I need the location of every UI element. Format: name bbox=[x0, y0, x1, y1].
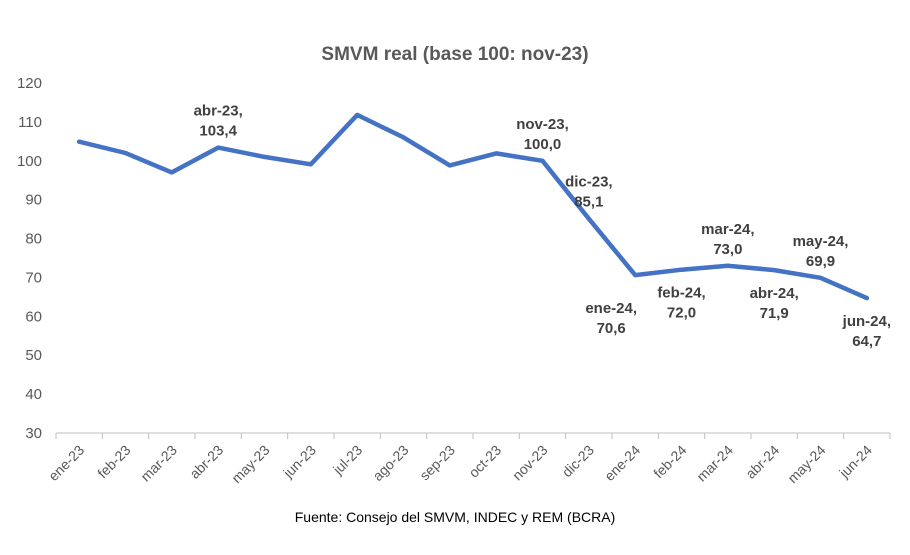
x-tick-label: may-23 bbox=[228, 442, 272, 486]
data-label-category: feb-24, bbox=[657, 285, 705, 302]
data-point bbox=[864, 296, 869, 301]
data-point bbox=[540, 158, 545, 163]
series-group bbox=[76, 112, 870, 301]
data-label-value: 71,9 bbox=[760, 305, 789, 322]
data-label-value: 70,6 bbox=[597, 320, 626, 337]
data-point bbox=[77, 139, 82, 144]
data-label-category: may-24, bbox=[793, 233, 849, 250]
data-label-value: 103,4 bbox=[199, 123, 237, 140]
data-point bbox=[772, 268, 777, 273]
x-tick-label: feb-23 bbox=[94, 442, 134, 482]
data-label-category: mar-24, bbox=[701, 221, 754, 238]
data-label-category: ene-24, bbox=[585, 300, 637, 317]
data-label-value: 85,1 bbox=[574, 194, 603, 211]
data-point bbox=[308, 162, 313, 167]
x-tick-label: ene-24 bbox=[601, 442, 643, 484]
x-tick-label: feb-24 bbox=[650, 442, 690, 482]
y-tick-label: 30 bbox=[25, 425, 42, 442]
x-tick-label: sep-23 bbox=[416, 442, 458, 484]
y-axis-tick-labels: 30 40 50 60 70 80 90 100 110 120 bbox=[17, 75, 42, 442]
data-point bbox=[679, 267, 684, 272]
x-tick-label: nov-23 bbox=[509, 442, 551, 484]
data-label: nov-23, 100,0 bbox=[516, 116, 569, 153]
x-tick-label: jun-24 bbox=[835, 442, 875, 482]
x-tick-label: oct-23 bbox=[465, 442, 504, 481]
y-tick-label: 110 bbox=[18, 114, 42, 131]
x-tick-label: jul-23 bbox=[329, 442, 365, 478]
x-tick-label: dic-23 bbox=[559, 442, 597, 480]
data-label: jun-24, 64,7 bbox=[842, 313, 891, 350]
data-point bbox=[169, 170, 174, 175]
x-tick-label: ene-23 bbox=[45, 442, 87, 484]
data-label: ene-24, 70,6 bbox=[585, 300, 637, 337]
y-tick-label: 120 bbox=[17, 75, 42, 92]
data-label-category: abr-23, bbox=[194, 103, 243, 120]
x-tick-label: jun-23 bbox=[279, 442, 319, 482]
data-label: abr-23, 103,4 bbox=[194, 103, 243, 140]
data-point bbox=[355, 112, 360, 117]
data-point bbox=[633, 273, 638, 278]
series-line bbox=[76, 112, 870, 301]
x-tick-label: may-24 bbox=[784, 442, 828, 486]
y-tick-label: 80 bbox=[25, 231, 42, 248]
data-point bbox=[262, 154, 267, 159]
y-tick-label: 40 bbox=[25, 386, 42, 403]
data-point bbox=[494, 151, 499, 156]
data-label: feb-24, 72,0 bbox=[657, 285, 705, 322]
data-label-value: 72,0 bbox=[667, 305, 696, 322]
x-tick-label: mar-23 bbox=[137, 442, 180, 485]
chart-title: SMVM real (base 100: nov-23) bbox=[321, 44, 588, 65]
x-axis-tick-labels: ene-23 feb-23 mar-23 abr-23 may-23 jun-23 jul-… bbox=[45, 442, 875, 486]
data-label: mar-24, 73,0 bbox=[701, 221, 754, 258]
x-tick-label: abr-24 bbox=[742, 442, 782, 482]
x-axis-ticks bbox=[55, 433, 891, 439]
y-tick-label: 90 bbox=[25, 192, 42, 209]
source-note: Fuente: Consejo del SMVM, INDEC y REM (B… bbox=[295, 509, 616, 525]
data-label-value: 100,0 bbox=[524, 136, 562, 153]
data-point bbox=[216, 145, 221, 150]
data-point bbox=[447, 163, 452, 168]
data-point bbox=[401, 135, 406, 140]
data-label: dic-23, 85,1 bbox=[565, 174, 613, 211]
data-label-category: dic-23, bbox=[565, 174, 613, 191]
data-label-value: 73,0 bbox=[713, 241, 742, 258]
data-label-category: abr-24, bbox=[750, 285, 799, 302]
data-label-value: 64,7 bbox=[852, 333, 881, 350]
data-label-value: 69,9 bbox=[806, 253, 835, 270]
data-point bbox=[586, 216, 591, 221]
x-tick-label: ago-23 bbox=[369, 442, 411, 484]
data-point bbox=[725, 263, 730, 268]
data-label: abr-24, 71,9 bbox=[750, 285, 799, 322]
y-tick-label: 70 bbox=[25, 269, 42, 286]
data-point bbox=[123, 151, 128, 155]
y-tick-label: 100 bbox=[17, 153, 42, 170]
data-labels: abr-23, 103,4 nov-23, 100,0 dic-23, 85,1 ene-2… bbox=[194, 103, 891, 350]
x-tick-label: abr-23 bbox=[186, 442, 226, 482]
y-tick-label: 60 bbox=[25, 308, 42, 325]
data-label: may-24, 69,9 bbox=[793, 233, 849, 270]
y-tick-label: 50 bbox=[25, 347, 42, 364]
x-tick-label: mar-24 bbox=[693, 442, 736, 485]
data-label-category: jun-24, bbox=[842, 313, 891, 330]
data-label-category: nov-23, bbox=[516, 116, 569, 133]
data-point bbox=[818, 275, 823, 280]
